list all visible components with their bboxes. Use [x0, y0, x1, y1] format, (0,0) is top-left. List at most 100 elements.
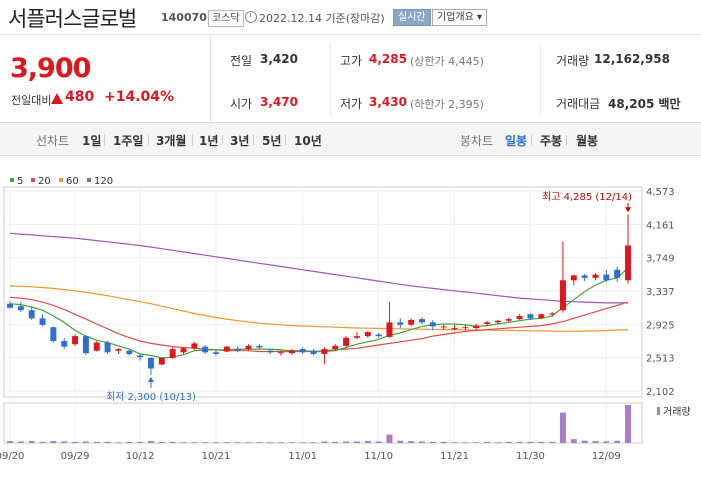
volume-bar [223, 442, 230, 443]
candle-body [256, 345, 263, 348]
candle-body [147, 357, 154, 369]
period-1y-button[interactable]: 1년 [199, 134, 219, 148]
volume-bar [429, 441, 436, 443]
volume-bar [82, 441, 89, 443]
low-value: 3,430 [369, 95, 407, 109]
chart-legend: 5 20 60 120 [10, 176, 113, 187]
candle-body [234, 349, 241, 351]
volume-bar [288, 442, 295, 443]
volume-bar [538, 441, 545, 443]
realtime-button[interactable]: 실시간 [393, 9, 431, 26]
stock-name: 서플러스글로벌 [8, 7, 137, 31]
candle-body [538, 314, 545, 319]
candle-body [451, 328, 458, 330]
volume-bar [169, 441, 176, 443]
period-10y-button[interactable]: 10년 [294, 134, 322, 148]
volume-bar [310, 442, 317, 443]
volume-bar [614, 440, 621, 443]
candle-body [386, 322, 393, 337]
volume-frame [3, 402, 643, 444]
volume-bars: 거래량 [7, 405, 691, 443]
candle-body [202, 346, 209, 353]
high-label: 고가 [340, 54, 363, 68]
amount-value: 48,205 백만 [608, 97, 681, 111]
candle-daily-button[interactable]: 일봉 [505, 134, 528, 148]
period-1d-button[interactable]: 1일 [82, 134, 102, 148]
candle-body [581, 275, 588, 278]
stock-header: 서플러스글로벌 140070 코스닥 2022.12.14 기준(장마감) 실시… [0, 0, 701, 35]
volume-bar [28, 441, 35, 443]
period-3m-button[interactable]: 3개월 [156, 134, 187, 148]
company-overview-button[interactable]: 기업개요 ▾ [432, 9, 487, 26]
volume-bar [364, 441, 371, 443]
period-5y-button[interactable]: 5년 [262, 134, 282, 148]
volume-bar [39, 441, 46, 443]
volume-bar [559, 412, 566, 443]
volume-bar [72, 441, 79, 443]
line-chart-label: 선차트 [36, 134, 70, 148]
price-summary: 3,900 전일대비 480 +14.04% 전일 3,420 시가 3,470… [0, 35, 701, 123]
candle-body [213, 352, 219, 354]
volume-bar [115, 442, 122, 443]
candlestick-chart: 5 20 60 120 4,573 4,161 3,749 3,337 2,925 2,513 2… [0, 176, 691, 462]
candle-body [223, 346, 230, 352]
candle-body [603, 274, 610, 281]
volume-bar [321, 441, 328, 443]
current-price: 3,900 [10, 53, 91, 84]
divider [330, 43, 331, 115]
candle-body [364, 332, 371, 337]
volume-bar [137, 441, 144, 443]
market-badge: 코스닥 [208, 10, 244, 27]
min-price-annotation: 최저 2,300 (10/13) [106, 391, 196, 403]
prev-close-value: 3,420 [260, 52, 298, 66]
volume-bar [419, 441, 425, 443]
high-value: 4,285 [369, 52, 407, 66]
candle-body [527, 314, 534, 319]
volume-bar [527, 441, 534, 443]
candle-body [104, 342, 111, 353]
candle-body [278, 352, 285, 354]
candle-body [115, 349, 122, 351]
volume-bar [7, 441, 13, 443]
volume-bar [494, 442, 501, 443]
candle-body [169, 349, 176, 358]
x-tick-label: 11/30 [516, 451, 545, 462]
x-tick-label: 10/12 [126, 451, 155, 462]
candle-body [28, 310, 35, 319]
volume-bar [408, 441, 415, 443]
volume-bar [147, 441, 154, 443]
period-3y-button[interactable]: 3년 [230, 134, 250, 148]
volume-bar [353, 441, 360, 443]
candle-body [180, 348, 187, 353]
legend-label-120: 120 [94, 176, 113, 187]
amount-label: 거래대금 [556, 97, 601, 111]
price-annotations: 최고 4,285 (12/14) 최저 2,300 (10/13) [106, 191, 632, 403]
candle-monthly-button[interactable]: 월봉 [576, 134, 599, 148]
price-frame [3, 186, 643, 398]
candle-body [397, 322, 404, 325]
period-1w-button[interactable]: 1주일 [113, 134, 144, 148]
x-tick-label: 11/10 [364, 451, 393, 462]
volume-bar [332, 441, 339, 443]
candle-weekly-button[interactable]: 주봉 [540, 134, 563, 148]
x-tick-label: 10/21 [202, 451, 231, 462]
volume-bar [299, 442, 306, 443]
chart-toolbar: 선차트 1일 1주일 3개월 1년 3년 5년 10년 봉차트 일봉 주봉 월봉 [0, 123, 701, 156]
x-axis: 09/20 09/29 10/12 10/21 11/01 11/10 11/21 11/30… [0, 451, 621, 462]
candle-body [39, 318, 46, 325]
x-tick-label: 09/20 [0, 451, 24, 462]
volume-bar [603, 441, 610, 443]
stock-code: 140070 [161, 11, 207, 24]
volume-bar [50, 441, 57, 443]
volume-bar [484, 441, 491, 443]
x-tick-label: 12/09 [592, 451, 621, 462]
candle-body [321, 349, 328, 354]
legend-swatch-20 [31, 178, 35, 182]
volume-bar [440, 441, 447, 443]
candle-body [440, 326, 447, 328]
candle-body [353, 336, 360, 338]
candle-body [82, 336, 89, 354]
y-tick-label: 2,925 [646, 320, 675, 331]
ma5-line [9, 267, 629, 359]
candle-body [93, 342, 100, 351]
